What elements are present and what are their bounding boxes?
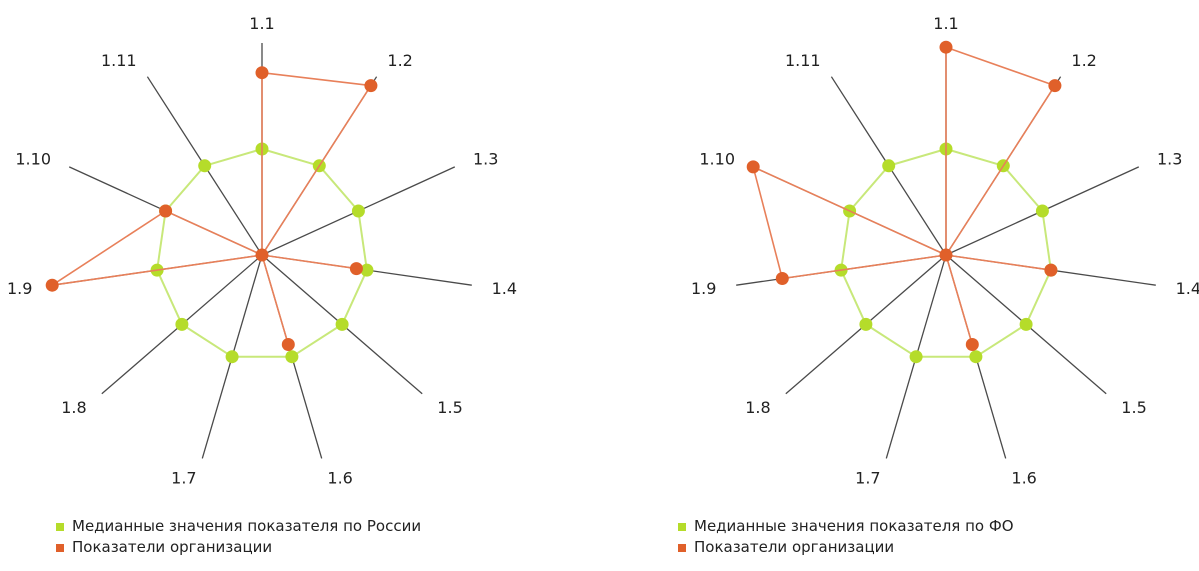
median-point-1.3: [1035, 204, 1049, 218]
axis-label-1.11: 1.11: [101, 51, 137, 70]
axis-label-1.1: 1.1: [249, 14, 274, 33]
axis-label-1.2: 1.2: [387, 51, 412, 70]
series-median-line: [840, 148, 1052, 358]
legend-item-org: Показатели организации: [678, 537, 1014, 558]
radar-chart-fo: 1.1 1.2 1.3 1.4 1.5 1.6 1.7 1.8 1.9 1.10 1.11: [691, 14, 1199, 488]
median-point-1.5: [335, 317, 349, 331]
axis-label-1.8: 1.8: [61, 398, 86, 417]
legend-swatch-median: [56, 522, 64, 531]
axis-label-1.10: 1.10: [15, 150, 51, 169]
legend-item-org: Показатели организации: [56, 537, 421, 558]
center-point: [255, 248, 269, 262]
median-point-1.4: [360, 263, 374, 277]
center-point: [939, 248, 953, 262]
org-point-1.10: [746, 160, 760, 174]
axis-label-1.9: 1.9: [691, 279, 716, 298]
radar-chart-russia: 1.1 1.2 1.3 1.4 1.5 1.6 1.7 1.8 1.9 1.10 1.11: [7, 14, 517, 488]
median-point-1.8: [175, 317, 189, 331]
legend-swatch-median: [678, 522, 686, 531]
org-point-1.10: [159, 204, 173, 218]
median-point-1.7: [909, 350, 923, 364]
legend-label-median: Медианные значения показателя по ФО: [694, 517, 1014, 535]
org-point-1.6: [965, 338, 979, 351]
legend-label-org: Показатели организации: [694, 538, 895, 556]
org-point-1.2: [1048, 79, 1062, 93]
median-point-1.3: [351, 204, 365, 218]
chart-fo: 1.1 1.2 1.3 1.4 1.5 1.6 1.7 1.8 1.9 1.10 1.11 Меди…: [640, 0, 1199, 571]
series-org-line: [51, 71, 372, 346]
axis-label-1.3: 1.3: [1157, 150, 1182, 169]
axis-label-1.1: 1.1: [933, 14, 958, 33]
org-point-1.4: [1044, 263, 1058, 277]
axis-label-1.4: 1.4: [492, 279, 517, 298]
axis-label-1.7: 1.7: [855, 469, 880, 488]
legend-label-median: Медианные значения показателя по России: [72, 517, 422, 535]
axis-label-1.6: 1.6: [327, 469, 352, 488]
median-point-1.6: [969, 350, 983, 364]
median-point-1.5: [1019, 317, 1033, 331]
axis-label-1.8: 1.8: [745, 398, 770, 417]
chart-russia: 1.1 1.2 1.3 1.4 1.5 1.6 1.7 1.8 1.9 1.10 1.11 Меди…: [0, 0, 560, 571]
legend-label-org: Показатели организации: [72, 538, 273, 556]
axis-label-1.6: 1.6: [1011, 469, 1036, 488]
legend-russia: Медианные значения показателя по России …: [56, 516, 421, 558]
axis-label-1.2: 1.2: [1071, 51, 1096, 70]
legend-item-median: Медианные значения показателя по ФО: [678, 516, 1014, 537]
median-point-1.7: [225, 350, 239, 364]
median-point-1.6: [285, 350, 299, 364]
axis-label-1.11: 1.11: [785, 51, 821, 70]
axis-label-1.5: 1.5: [437, 398, 462, 417]
org-point-1.2: [364, 79, 378, 93]
org-point-1.9: [775, 272, 789, 285]
org-point-1.6: [281, 338, 295, 351]
org-point-1.1: [255, 66, 269, 80]
axis-label-1.3: 1.3: [473, 150, 498, 169]
axis-label-1.7: 1.7: [171, 469, 196, 488]
legend-item-median: Медианные значения показателя по России: [56, 516, 421, 537]
series-org-line: [752, 46, 1056, 346]
legend-fo: Медианные значения показателя по ФО Пока…: [678, 516, 1014, 558]
series-median-line: [156, 148, 368, 358]
legend-swatch-org: [678, 543, 686, 552]
axis-label-1.10: 1.10: [699, 150, 735, 169]
median-point-1.8: [859, 317, 873, 331]
axis-label-1.4: 1.4: [1176, 279, 1199, 298]
median-point-1.11: [882, 159, 896, 173]
org-point-1.4: [349, 262, 363, 276]
legend-swatch-org: [56, 543, 64, 552]
org-point-1.9: [45, 278, 59, 292]
axis-label-1.5: 1.5: [1121, 398, 1146, 417]
median-point-1.11: [198, 159, 212, 173]
axis-label-1.9: 1.9: [7, 279, 32, 298]
org-point-1.1: [939, 40, 953, 54]
